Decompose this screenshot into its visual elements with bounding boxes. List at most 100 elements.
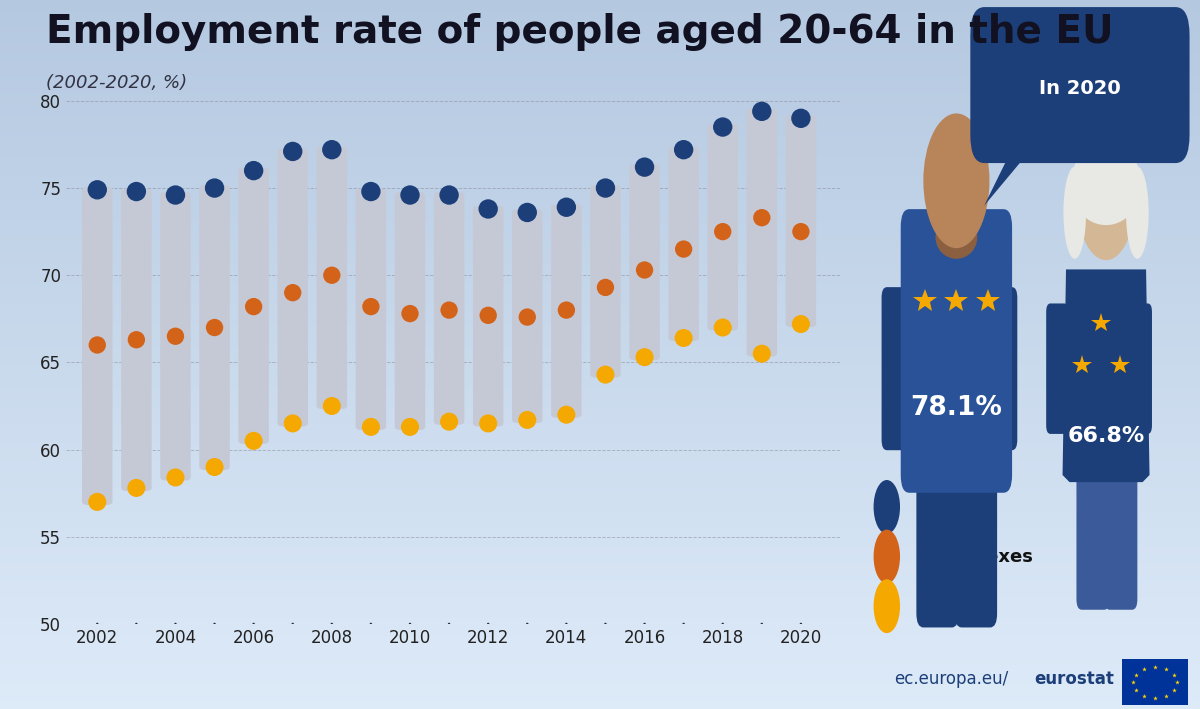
Bar <box>0 415 1200 418</box>
Bar <box>0 335 1200 338</box>
Point <box>166 330 185 342</box>
Bar <box>0 189 1200 191</box>
FancyBboxPatch shape <box>955 443 997 627</box>
Point <box>517 618 536 630</box>
Bar <box>0 67 1200 69</box>
Bar <box>0 318 1200 321</box>
Bar <box>0 80 1200 83</box>
Bar <box>0 58 1200 61</box>
Bar <box>0 100 1200 103</box>
Bar <box>0 562 1200 565</box>
Bar <box>0 316 1200 318</box>
FancyBboxPatch shape <box>1076 468 1110 610</box>
FancyBboxPatch shape <box>1104 468 1138 610</box>
Point <box>205 462 224 473</box>
Point <box>635 264 654 276</box>
Text: Women: Women <box>922 597 997 615</box>
Point <box>361 186 380 197</box>
Bar <box>0 452 1200 454</box>
Bar <box>0 97 1200 100</box>
Bar <box>0 230 1200 233</box>
Bar <box>0 363 1200 366</box>
Bar <box>0 446 1200 449</box>
Circle shape <box>874 530 900 584</box>
Point <box>674 333 694 344</box>
Bar <box>0 424 1200 427</box>
Bar <box>0 596 1200 598</box>
Point <box>283 418 302 429</box>
Bar <box>0 510 1200 513</box>
Bar <box>0 288 1200 291</box>
Point <box>557 201 576 213</box>
Bar <box>0 532 1200 535</box>
Point <box>439 618 458 630</box>
Bar <box>0 343 1200 346</box>
Bar <box>0 474 1200 476</box>
Bar <box>0 615 1200 618</box>
Point <box>244 165 263 177</box>
Bar <box>0 421 1200 424</box>
Point <box>205 618 224 630</box>
Bar <box>0 3 1200 6</box>
Bar <box>0 272 1200 274</box>
Bar <box>0 233 1200 235</box>
Bar <box>0 449 1200 452</box>
Bar <box>0 103 1200 105</box>
Bar <box>0 91 1200 94</box>
Bar <box>0 642 1200 645</box>
Bar <box>0 138 1200 141</box>
Bar <box>0 183 1200 186</box>
Bar <box>0 9 1200 11</box>
Bar <box>0 626 1200 629</box>
FancyBboxPatch shape <box>199 185 229 470</box>
FancyBboxPatch shape <box>317 147 347 409</box>
Point <box>439 416 458 428</box>
Point <box>557 304 576 316</box>
Ellipse shape <box>1126 167 1148 259</box>
Point <box>791 113 810 124</box>
Bar <box>0 208 1200 211</box>
Bar <box>0 462 1200 465</box>
Bar <box>0 568 1200 571</box>
Point <box>752 348 772 359</box>
Bar <box>0 684 1200 687</box>
Bar <box>0 706 1200 709</box>
Point <box>88 618 107 630</box>
Bar <box>0 152 1200 155</box>
Bar <box>0 515 1200 518</box>
Point <box>635 352 654 363</box>
Bar <box>0 523 1200 526</box>
Point <box>713 226 732 238</box>
Bar <box>0 72 1200 74</box>
Bar <box>0 244 1200 247</box>
Point <box>244 301 263 312</box>
Bar <box>0 299 1200 302</box>
Bar <box>0 391 1200 393</box>
Bar <box>0 571 1200 574</box>
Bar <box>0 584 1200 587</box>
Bar <box>0 537 1200 540</box>
Point <box>323 144 342 155</box>
Bar <box>0 105 1200 108</box>
Point <box>401 618 420 630</box>
Point <box>596 369 616 380</box>
Bar <box>0 645 1200 648</box>
Bar <box>0 459 1200 462</box>
FancyBboxPatch shape <box>882 287 910 450</box>
Bar <box>0 557 1200 559</box>
Point <box>596 618 616 630</box>
Bar <box>0 360 1200 363</box>
Bar <box>0 346 1200 349</box>
Point <box>713 121 732 133</box>
Bar <box>0 518 1200 520</box>
Bar <box>0 135 1200 138</box>
FancyBboxPatch shape <box>917 443 959 627</box>
FancyBboxPatch shape <box>551 204 582 418</box>
Point <box>517 414 536 425</box>
Bar <box>0 490 1200 493</box>
Ellipse shape <box>1070 143 1141 225</box>
Bar <box>0 324 1200 327</box>
Point <box>439 189 458 201</box>
Bar <box>0 55 1200 58</box>
Bar <box>0 252 1200 255</box>
